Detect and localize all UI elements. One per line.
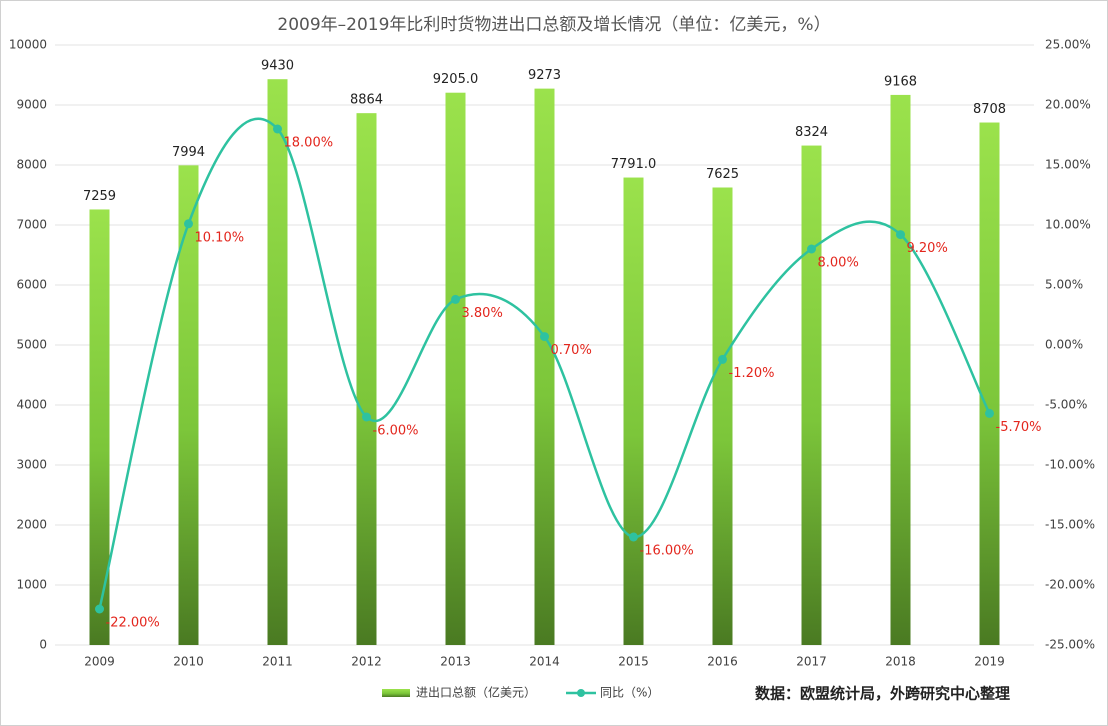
bar-value-label: 7994: [172, 145, 205, 160]
bar: [890, 94, 911, 646]
y2-tick-label: 0.00%: [1045, 338, 1083, 352]
y2-tick-label: 10.00%: [1045, 218, 1091, 232]
y2-tick-label: -20.00%: [1045, 578, 1095, 592]
line-point: [273, 124, 282, 134]
bar: [623, 177, 644, 646]
line-value-label: 8.00%: [818, 256, 859, 271]
chart-title: 2009年–2019年比利时货物进出口总额及增长情况（单位：亿美元，%）: [277, 15, 830, 35]
bar: [712, 187, 733, 645]
x-tick-label: 2015: [618, 655, 649, 669]
line-point: [985, 408, 994, 418]
line-value-label: -22.00%: [106, 616, 160, 631]
bar-value-label: 9273: [528, 68, 561, 83]
y-tick-label: 6000: [16, 278, 47, 292]
line-value-label: 0.70%: [551, 343, 592, 358]
bar-value-label: 9205.0: [433, 72, 479, 87]
y2-tick-label: -15.00%: [1045, 518, 1095, 532]
line-value-label: 3.80%: [462, 306, 503, 321]
line-point: [718, 354, 727, 364]
line-point: [362, 412, 371, 422]
y-tick-label: 5000: [16, 338, 47, 352]
legend-swatch: [382, 689, 410, 697]
x-tick-label: 2011: [262, 655, 293, 669]
legend-label: 同比（%）: [600, 686, 659, 700]
y2-tick-label: 5.00%: [1045, 278, 1083, 292]
x-tick-label: 2009: [84, 655, 115, 669]
x-tick-label: 2013: [440, 655, 471, 669]
y-tick-label: 1000: [16, 578, 47, 592]
x-tick-label: 2017: [796, 655, 827, 669]
legend-swatch: [577, 689, 585, 697]
y-tick-label: 0: [39, 638, 47, 652]
y-tick-label: 3000: [16, 458, 47, 472]
legend-label: 进出口总额（亿美元）: [416, 685, 536, 700]
y-tick-label: 2000: [16, 518, 47, 532]
bar-value-label: 7259: [83, 189, 116, 204]
x-tick-label: 2018: [885, 655, 916, 669]
bar-value-label: 9168: [884, 74, 917, 89]
bar: [445, 92, 466, 645]
line-value-label: -16.00%: [640, 544, 694, 559]
line-point: [629, 532, 638, 542]
x-tick-label: 2012: [351, 655, 382, 669]
y2-tick-label: 20.00%: [1045, 98, 1091, 112]
bar-value-label: 9430: [261, 59, 294, 74]
x-tick-label: 2010: [173, 655, 204, 669]
line-point: [184, 219, 193, 229]
y-tick-label: 4000: [16, 398, 47, 412]
line-point: [896, 230, 905, 240]
source-note: 数据：欧盟统计局，外跨研究中心整理: [755, 685, 1010, 703]
y-tick-label: 10000: [9, 38, 47, 52]
line-value-label: -1.20%: [729, 366, 775, 381]
y2-tick-label: 15.00%: [1045, 158, 1091, 172]
bar: [801, 145, 822, 645]
y-tick-label: 9000: [16, 98, 47, 112]
bar-value-label: 7791.0: [611, 157, 657, 172]
bar: [979, 122, 1000, 645]
line-point: [540, 332, 549, 342]
bar: [89, 209, 110, 645]
bar-value-label: 8708: [973, 102, 1006, 117]
line-point: [95, 604, 104, 614]
x-tick-label: 2019: [974, 655, 1005, 669]
bar-value-label: 8324: [795, 125, 828, 140]
x-tick-label: 2014: [529, 655, 560, 669]
y-tick-label: 7000: [16, 218, 47, 232]
y-tick-label: 8000: [16, 158, 47, 172]
y2-tick-label: -25.00%: [1045, 638, 1095, 652]
line-value-label: 10.10%: [195, 230, 245, 245]
line: [98, 117, 991, 610]
bar: [178, 165, 199, 646]
line-point: [451, 294, 460, 304]
line-value-label: 18.00%: [284, 136, 334, 151]
line-value-label: -6.00%: [373, 424, 419, 439]
bar-value-label: 7625: [706, 167, 739, 182]
y2-tick-label: 25.00%: [1045, 38, 1091, 52]
line-value-label: 9.20%: [907, 241, 948, 256]
x-tick-label: 2016: [707, 655, 738, 669]
y2-tick-label: -10.00%: [1045, 458, 1095, 472]
y2-tick-label: -5.00%: [1045, 398, 1087, 412]
line-point: [807, 244, 816, 254]
bar: [534, 88, 555, 646]
bar: [267, 79, 288, 645]
line-value-label: -5.70%: [996, 420, 1042, 435]
bar-value-label: 8864: [350, 93, 383, 108]
bar: [356, 113, 377, 645]
